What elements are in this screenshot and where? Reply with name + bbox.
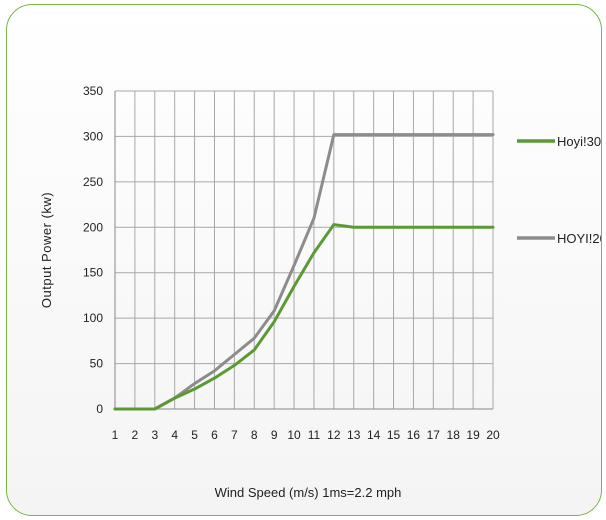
x-tick-label: 6: [211, 428, 218, 442]
x-tick-label: 18: [447, 428, 461, 442]
y-axis-ticks: 0 50 100 150 200 250 300 350: [83, 84, 103, 416]
x-tick-label: 9: [271, 428, 278, 442]
x-tick-label: 2: [132, 428, 139, 442]
x-tick-label: 12: [327, 428, 341, 442]
y-tick-label: 300: [83, 129, 103, 143]
chart-card: 0 50 100 150 200 250 300 350 1 2 3 4 5 6 7 8 9 10 11 12 13 1…: [6, 4, 602, 516]
y-tick-label: 250: [83, 175, 103, 189]
x-tick-label: 7: [231, 428, 238, 442]
x-tick-label: 5: [191, 428, 198, 442]
x-axis-ticks: 1 2 3 4 5 6 7 8 9 10 11 12 13 14 15 16 17 18 19 20: [112, 428, 500, 442]
x-tick-label: 3: [151, 428, 158, 442]
y-axis-title: Output Power (kw): [39, 192, 54, 308]
x-tick-label: 1: [112, 428, 119, 442]
y-tick-label: 100: [83, 311, 103, 325]
x-tick-label: 10: [287, 428, 301, 442]
y-tick-label: 150: [83, 266, 103, 280]
legend: Hoyi!300 HOYI!200: [517, 134, 602, 246]
y-tick-label: 350: [83, 84, 103, 98]
x-tick-label: 14: [367, 428, 381, 442]
x-tick-label: 16: [407, 428, 421, 442]
y-tick-label: 50: [90, 357, 104, 371]
x-axis-title: Wind Speed (m/s) 1ms=2.2 mph: [215, 485, 402, 500]
series-line: [113, 223, 495, 411]
x-tick-label: 17: [427, 428, 441, 442]
x-tick-label: 11: [308, 428, 321, 442]
y-tick-label: 0: [96, 402, 103, 416]
x-tick-label: 20: [486, 428, 500, 442]
legend-label: HOYI!200: [557, 231, 602, 246]
series-lines: [113, 133, 495, 411]
y-tick-label: 200: [83, 220, 103, 234]
x-tick-label: 19: [466, 428, 480, 442]
x-tick-label: 8: [251, 428, 258, 442]
x-tick-label: 15: [387, 428, 401, 442]
x-tick-label: 4: [171, 428, 178, 442]
x-tick-label: 13: [347, 428, 361, 442]
legend-label: Hoyi!300: [557, 134, 602, 149]
grid: [114, 90, 494, 410]
